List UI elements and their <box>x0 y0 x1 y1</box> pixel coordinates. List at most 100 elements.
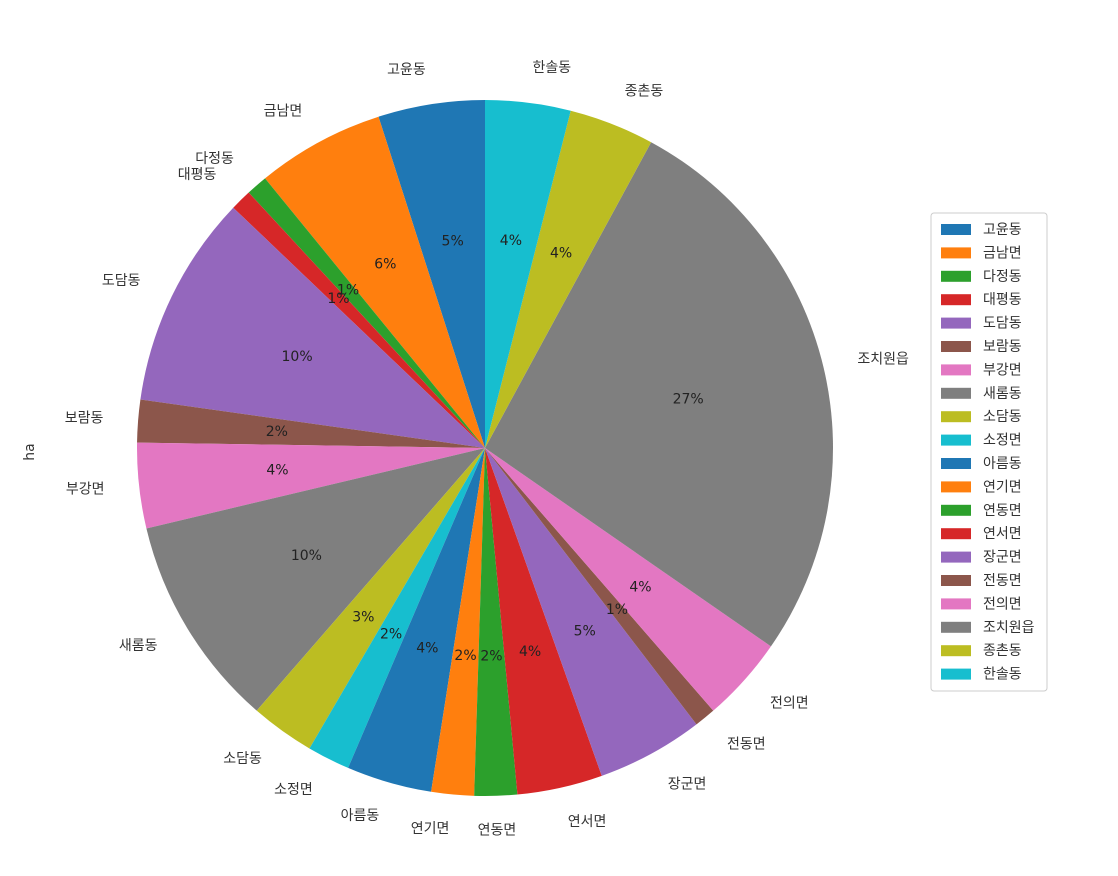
percent-label: 4% <box>629 579 651 595</box>
percent-label: 27% <box>673 392 704 408</box>
slice-label: 다정동 <box>195 151 234 167</box>
percent-label: 2% <box>380 626 402 642</box>
legend-swatch <box>941 575 971 586</box>
pie-slice <box>431 448 485 796</box>
percent-labels: 5%6%1%1%10%2%4%10%3%2%4% 2% 2% 4%5%1%4%27%4… <box>266 233 704 665</box>
pie-slice <box>233 192 485 448</box>
slice-label: 전동면 <box>727 737 766 753</box>
slice-label: 소담동 <box>223 751 262 767</box>
legend-swatch <box>941 387 971 399</box>
legend-label: 한솔동 <box>983 667 1022 683</box>
pie-slice <box>140 207 485 448</box>
legend-label: 전동면 <box>983 573 1022 589</box>
legend-label: 연기면 <box>983 479 1022 495</box>
slice-label: 도담동 <box>102 273 141 289</box>
legend-label: 다정동 <box>983 269 1022 285</box>
legend-swatch <box>941 528 971 540</box>
percent-label: 10% <box>282 349 313 365</box>
pie-slice <box>348 448 485 792</box>
legend-swatch <box>941 504 971 516</box>
legend-swatch <box>941 411 971 423</box>
pie-slice <box>378 100 485 448</box>
legend-label: 도담동 <box>983 316 1022 332</box>
slice-label: 고윤동 <box>387 62 426 78</box>
slice-label: 소정면 <box>274 782 313 798</box>
legend-box <box>930 212 1048 692</box>
legend-label: 대평동 <box>983 292 1022 308</box>
percent-label: 2% <box>480 649 502 665</box>
legend: 고윤동금남면다정동대평동도담동보람동부강면새롬동소담동소정면아름동연기면연동면연… <box>930 212 1048 692</box>
legend-label: 금남면 <box>983 245 1022 261</box>
legend-label: 조치원읍 <box>983 620 1035 636</box>
percent-label: 5% <box>442 234 464 250</box>
legend-label: 보람동 <box>983 339 1022 355</box>
legend-label: 소정면 <box>983 433 1022 449</box>
pie-slice <box>256 448 485 749</box>
legend-swatch <box>941 270 971 282</box>
percent-label: 2% <box>454 648 476 664</box>
pie-slice <box>485 448 771 711</box>
slice-label: 아름동 <box>341 808 380 824</box>
pie-slice <box>309 448 485 768</box>
legend-label: 전의면 <box>983 596 1022 612</box>
pie-slice <box>137 399 485 448</box>
slice-label: 장군면 <box>668 776 707 792</box>
slice-label: 조치원읍 <box>857 352 909 368</box>
percent-label: 3% <box>352 610 374 626</box>
legend-swatch <box>941 551 971 563</box>
pie-slice <box>265 116 485 449</box>
pie-slice <box>146 448 485 711</box>
legend-swatch <box>941 481 971 493</box>
slice-label: 새롬동 <box>119 638 158 654</box>
slice-label: 부강면 <box>66 482 105 498</box>
slice-label: 전의면 <box>770 696 809 712</box>
slice-label: 연서면 <box>568 814 607 830</box>
legend-swatch <box>941 247 971 259</box>
pie-slices <box>137 100 833 796</box>
pie-slice <box>485 100 571 448</box>
pie-slice <box>485 142 833 647</box>
pie-slice <box>485 448 697 776</box>
legend-swatch <box>941 224 971 235</box>
legend-swatch <box>941 341 971 352</box>
legend-label: 부강면 <box>983 362 1022 378</box>
legend-swatch <box>941 668 971 680</box>
legend-swatch <box>941 621 971 633</box>
percent-label: 6% <box>374 257 396 273</box>
legend-swatch <box>941 645 971 657</box>
legend-label: 연동면 <box>983 503 1022 519</box>
pie-slice <box>137 442 485 529</box>
pie-slice <box>485 110 652 448</box>
pie-slice <box>485 448 602 795</box>
percent-label: 4% <box>266 463 288 479</box>
percent-label: 4% <box>550 246 572 262</box>
pie-slice <box>485 448 714 725</box>
legend-label: 아름동 <box>983 456 1022 472</box>
percent-label: 1% <box>606 602 628 618</box>
legend-swatch <box>941 364 971 376</box>
legend-swatch <box>941 598 971 610</box>
legend-label: 고윤동 <box>983 222 1022 238</box>
legend-label: 종촌동 <box>983 643 1022 659</box>
slice-label: 연기면 <box>411 821 450 837</box>
slice-label: 종촌동 <box>625 84 664 100</box>
slice-label: 연동면 <box>478 823 517 839</box>
percent-label: 2% <box>266 424 288 440</box>
legend-swatch <box>941 434 971 446</box>
percent-label: 4% <box>500 233 522 249</box>
pie-slice <box>474 448 518 796</box>
slice-label: 한솔동 <box>533 60 572 76</box>
percent-label: 1% <box>337 282 359 298</box>
slice-label: 대평동 <box>178 167 217 183</box>
percent-label: 10% <box>291 548 322 564</box>
legend-label: 장군면 <box>983 550 1022 566</box>
slice-label: 보람동 <box>65 410 104 426</box>
legend-swatch <box>941 458 971 469</box>
percent-label: 1% <box>327 291 349 307</box>
percent-label: 4% <box>519 644 541 660</box>
pie-slice <box>248 178 485 448</box>
legend-swatch <box>941 317 971 329</box>
